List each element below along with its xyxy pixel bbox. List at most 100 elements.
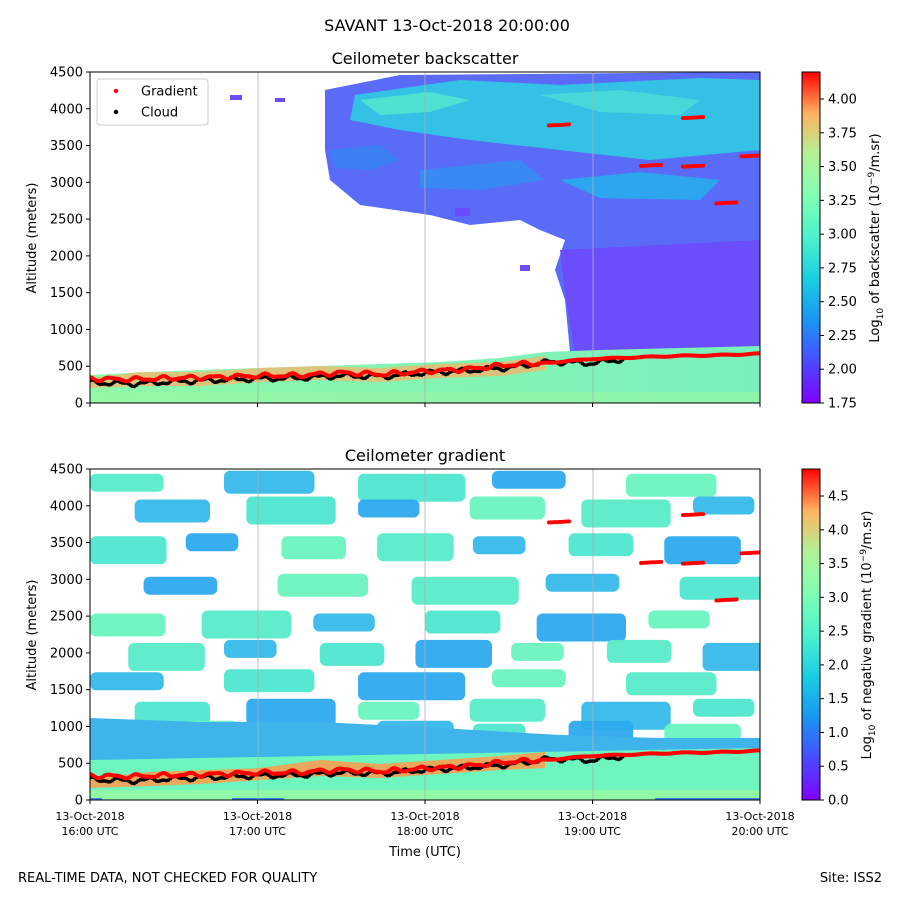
y-tick-label: 4000 xyxy=(50,499,83,514)
gradient-band xyxy=(693,496,755,515)
gradient-aloft-point xyxy=(659,162,664,167)
footer-site: Site: ISS2 xyxy=(820,871,882,886)
gradient-band xyxy=(90,672,164,691)
y-tick-label: 3000 xyxy=(50,176,83,191)
gradient-band xyxy=(472,536,526,555)
y-tick-label: 2500 xyxy=(50,610,83,625)
gradient-band xyxy=(626,473,717,497)
colorbar-tick-label: 3.0 xyxy=(828,591,849,606)
gradient-band xyxy=(201,610,291,639)
y-tick-label: 2000 xyxy=(50,646,83,661)
gradient-band xyxy=(358,701,420,720)
y-tick-label: 3000 xyxy=(50,573,83,588)
colorbar-tick-label: 3.50 xyxy=(828,160,857,175)
colorbar-tick-label: 1.0 xyxy=(828,726,849,741)
x-tick-time: 16:00 UTC xyxy=(61,825,118,838)
x-tick-date: 13-Oct-2018 xyxy=(55,810,124,823)
gradient-aloft-point xyxy=(701,163,706,168)
legend: Gradient Cloud xyxy=(96,78,209,126)
gradient-markers xyxy=(90,512,760,786)
x-tick-time: 20:00 UTC xyxy=(731,825,788,838)
colorbar-tick-label: 2.75 xyxy=(828,261,857,276)
y-tick-label: 2500 xyxy=(50,213,83,228)
gradient-band xyxy=(411,576,519,605)
gradient-band xyxy=(224,639,277,658)
gradient-aloft-point xyxy=(701,560,706,565)
backscatter-colorbar-label: Log10 of backscatter (10−9/m.sr) xyxy=(867,133,886,342)
y-tick-label: 1000 xyxy=(50,323,83,338)
gradient-colorbar-ticks: 0.0 0.5 1.0 1.5 2.0 2.5 3.0 3.5 4.0 4.5 xyxy=(820,490,849,809)
colorbar-tick-label: 2.00 xyxy=(828,363,857,378)
gradient-band xyxy=(679,576,760,600)
gradient-point xyxy=(757,351,760,356)
gradient-band xyxy=(702,642,760,671)
colorbar-tick-label: 4.00 xyxy=(828,93,857,108)
backscatter-x-ticks xyxy=(89,403,761,407)
gradient-aloft-point xyxy=(757,153,760,158)
x-tick-time: 18:00 UTC xyxy=(396,825,453,838)
gradient-band xyxy=(492,669,566,688)
gradient-ylabel: Altitude (meters) xyxy=(25,580,40,691)
y-tick-label: 0 xyxy=(75,794,83,809)
gradient-band xyxy=(469,496,546,520)
legend-cloud-marker xyxy=(113,109,119,115)
legend-cloud-label: Cloud xyxy=(141,106,178,121)
x-tick-date: 13-Oct-2018 xyxy=(725,810,794,823)
gradient-aloft-point xyxy=(734,597,739,602)
gradient-heatmap xyxy=(90,469,760,800)
x-tick-time: 17:00 UTC xyxy=(229,825,286,838)
backscatter-y-ticks: 0 500 1000 1500 2000 2500 3000 3500 4000 4500 xyxy=(50,66,90,412)
footer-quality-note: REAL-TIME DATA, NOT CHECKED FOR QUALITY xyxy=(18,871,317,886)
backscatter-heatmap xyxy=(90,72,760,403)
y-tick-label: 3500 xyxy=(50,139,83,154)
y-tick-label: 4500 xyxy=(50,66,83,81)
backscatter-colorbar-ticks: 1.75 2.00 2.25 2.50 2.75 3.00 3.25 3.50 3.75 4.00 xyxy=(820,93,857,412)
gradient-band xyxy=(90,613,166,637)
gradient-band xyxy=(358,499,420,518)
gradient-band xyxy=(128,642,205,671)
backscatter-markers xyxy=(90,115,760,389)
gradient-title: Ceilometer gradient xyxy=(345,446,505,465)
gradient-aloft-point xyxy=(701,512,706,517)
gradient-band xyxy=(606,639,672,663)
gradient-band xyxy=(626,672,717,696)
gradient-band xyxy=(377,533,454,562)
gradient-band xyxy=(277,573,369,597)
gradient-band xyxy=(185,533,239,552)
gradient-colorbar-bar xyxy=(801,468,821,801)
backscatter-colorbar: 1.75 2.00 2.25 2.50 2.75 3.00 3.25 3.50 3.75 4.00… xyxy=(801,71,886,412)
x-tick-date: 13-Oct-2018 xyxy=(558,810,627,823)
colorbar-tick-label: 4.5 xyxy=(828,490,849,505)
gradient-band xyxy=(143,576,218,595)
colorbar-tick-label: 1.75 xyxy=(828,397,857,412)
gradient-band xyxy=(492,470,566,489)
colorbar-tick-label: 2.5 xyxy=(828,625,849,640)
gradient-band xyxy=(313,613,375,632)
figure-suptitle: SAVANT 13-Oct-2018 20:00:00 xyxy=(324,16,570,35)
gradient-band xyxy=(358,473,466,502)
gradient-aloft-point xyxy=(757,550,760,555)
y-tick-label: 500 xyxy=(58,360,83,375)
gradient-band xyxy=(281,536,347,560)
backscatter-ylabel: Altitude (meters) xyxy=(25,183,40,294)
gradient-band xyxy=(319,642,385,666)
legend-gradient-label: Gradient xyxy=(141,85,198,100)
gradient-band xyxy=(469,698,546,722)
y-tick-label: 4000 xyxy=(50,102,83,117)
gradient-band xyxy=(693,698,755,717)
gradient-band xyxy=(134,499,211,523)
colorbar-tick-label: 3.00 xyxy=(828,228,857,243)
colorbar-tick-label: 1.5 xyxy=(828,692,849,707)
gradient-band xyxy=(648,610,710,629)
y-tick-label: 1500 xyxy=(50,683,83,698)
x-tick-date: 13-Oct-2018 xyxy=(223,810,292,823)
gradient-point xyxy=(757,748,760,753)
gradient-band xyxy=(224,669,315,693)
gradient-aloft-point xyxy=(567,519,572,524)
gradient-band xyxy=(90,536,167,565)
colorbar-tick-label: 3.25 xyxy=(828,194,857,209)
x-axis-label: Time (UTC) xyxy=(388,845,461,860)
colorbar-tick-label: 0.0 xyxy=(828,794,849,809)
gradient-aloft-point xyxy=(659,559,664,564)
y-tick-label: 4500 xyxy=(50,463,83,478)
